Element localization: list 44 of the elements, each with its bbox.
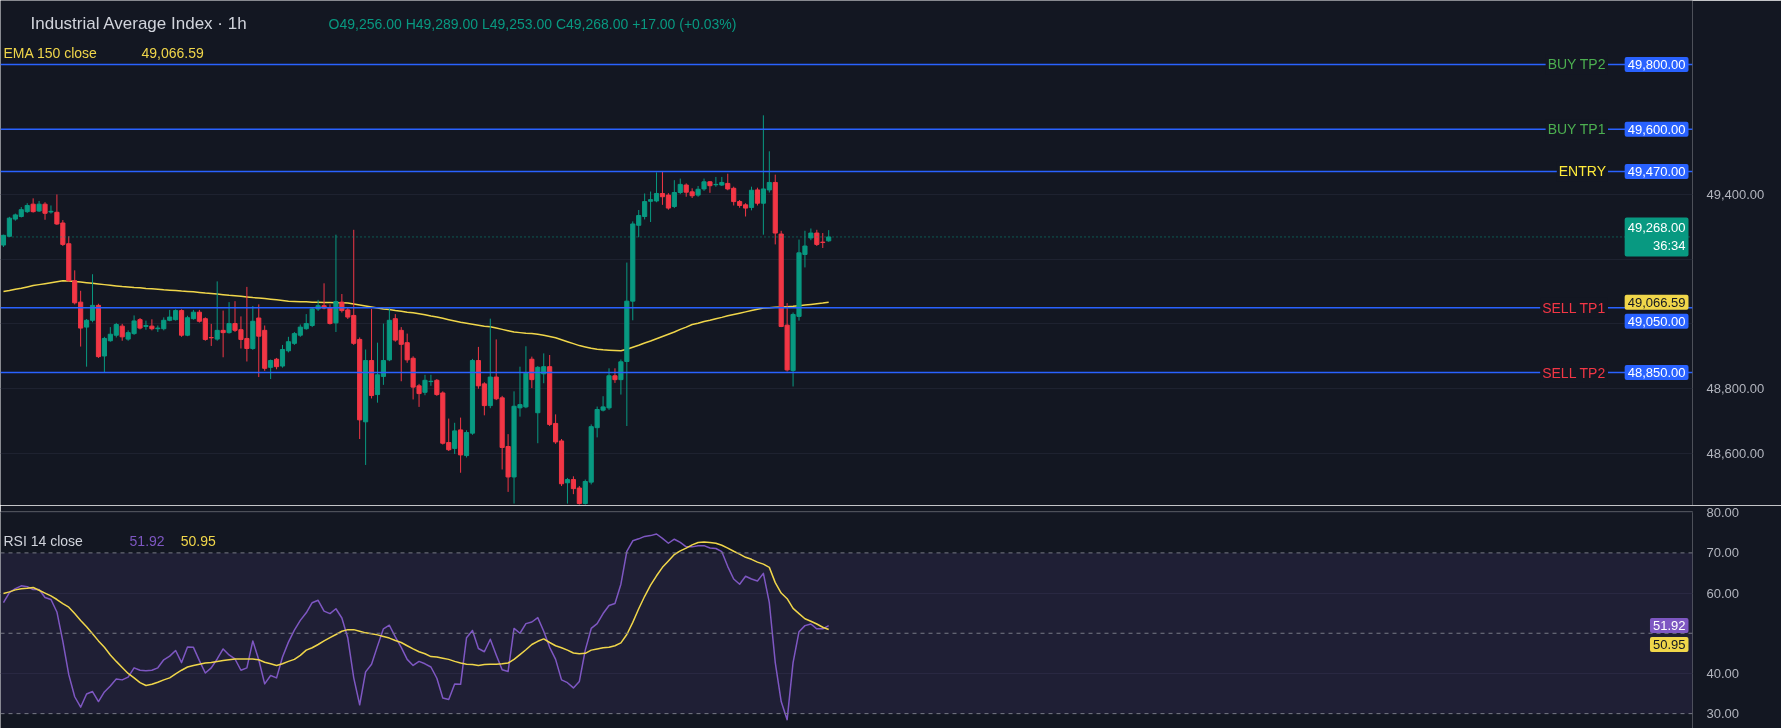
annotation: 51.92 <box>1652 618 1686 634</box>
line-series <box>2 533 830 721</box>
ref-line-label: ENTRY <box>1558 163 1607 180</box>
ref-line-label: BUY TP1 <box>1547 121 1606 138</box>
ref-line-label: BUY TP2 <box>1547 56 1606 73</box>
y-tick-label: 60.00 <box>1706 585 1740 601</box>
candlestick <box>748 186 755 211</box>
annotation: 49,050.00 <box>1627 313 1686 329</box>
y-tick-label: 40.00 <box>1706 665 1740 681</box>
ref-line-label: SELL TP2 <box>1542 364 1606 381</box>
text: RSI 14 close <box>3 532 84 549</box>
candlestick <box>143 320 149 331</box>
candlestick <box>707 180 713 194</box>
y-tick-label: 30.00 <box>1706 706 1740 722</box>
candlestick <box>529 356 535 389</box>
line-series <box>2 279 830 352</box>
y-tick-label: 70.00 <box>1706 545 1740 561</box>
candlestick <box>220 310 226 358</box>
text: Industrial Average Index · 1h <box>30 14 247 33</box>
candlestick <box>612 367 618 384</box>
annotation: 49,268.00 <box>1627 220 1686 236</box>
candlestick <box>214 280 220 342</box>
annotation: 51.92 <box>129 532 165 549</box>
y-tick-label: 80.00 <box>1706 505 1740 521</box>
candlestick <box>452 422 458 455</box>
annotation: 48,850.00 <box>1627 365 1686 381</box>
annotation: 36:34 <box>1652 238 1686 254</box>
y-tick-label: 49,400.00 <box>1706 186 1765 202</box>
annotation: 50.95 <box>180 532 217 549</box>
annotation: 49,066.59 <box>141 44 204 61</box>
annotation: 50.95 <box>1652 637 1686 653</box>
text: O49,256.00 H49,289.00 L49,253.00 C49,268.00 +17.00 (+0.03%) <box>328 15 737 32</box>
candlestick <box>564 477 571 505</box>
y-tick-label: 48,800.00 <box>1706 381 1765 397</box>
annotation: 49,066.59 <box>1627 294 1686 310</box>
ref-line-label: SELL TP1 <box>1542 299 1606 316</box>
candlestick <box>48 204 54 215</box>
annotation: 49,470.00 <box>1627 163 1686 179</box>
candlestick <box>226 301 232 335</box>
annotation: 49,800.00 <box>1627 56 1686 72</box>
y-tick-label: 48,600.00 <box>1706 446 1765 462</box>
candlestick <box>149 318 155 331</box>
annotation: 49,600.00 <box>1627 121 1686 137</box>
text: EMA 150 close <box>3 44 98 61</box>
